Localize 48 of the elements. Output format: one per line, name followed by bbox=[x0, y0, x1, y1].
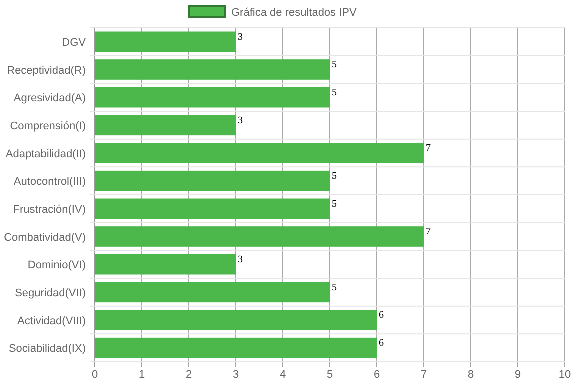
data-label: 3 bbox=[238, 32, 243, 43]
data-label: 6 bbox=[379, 310, 384, 322]
x-tick-label: 5 bbox=[326, 369, 334, 381]
x-tick-label: 8 bbox=[468, 369, 474, 381]
bar bbox=[95, 198, 330, 220]
bar bbox=[95, 115, 236, 136]
y-tick-label: Autocontrol(III) bbox=[14, 176, 86, 188]
y-tick-label: Comprensión(I) bbox=[10, 120, 86, 132]
bar bbox=[95, 282, 330, 303]
data-label: 5 bbox=[332, 198, 337, 210]
x-tick-label: 7 bbox=[420, 369, 428, 381]
y-tick-label: Sociabilidad(IX) bbox=[8, 343, 86, 356]
bar bbox=[95, 143, 424, 164]
x-tick-label: 0 bbox=[92, 369, 98, 381]
bar bbox=[95, 87, 330, 108]
y-tick-label: Dominio(VI) bbox=[28, 260, 86, 272]
y-tick-label: Frustración(IV) bbox=[13, 204, 86, 216]
bar bbox=[95, 254, 236, 275]
y-tick-label: DGV bbox=[62, 36, 87, 49]
data-label: 3 bbox=[238, 254, 243, 266]
data-label: 5 bbox=[332, 60, 337, 71]
y-tick-label: Receptividad(R) bbox=[7, 64, 86, 77]
x-tick-label: 6 bbox=[374, 369, 380, 381]
data-label: 7 bbox=[426, 143, 431, 154]
data-label: 5 bbox=[332, 87, 337, 98]
data-label: 3 bbox=[238, 115, 243, 126]
data-label: 7 bbox=[426, 226, 431, 238]
x-tick-label: 9 bbox=[514, 369, 522, 381]
x-tick-label: 1 bbox=[138, 369, 146, 381]
data-label: 6 bbox=[379, 338, 384, 349]
y-tick-label: Actividad(VIII) bbox=[18, 315, 86, 328]
x-tick-label: 3 bbox=[232, 369, 240, 381]
bar bbox=[95, 60, 330, 80]
y-tick-label: Agresividad(A) bbox=[14, 92, 86, 105]
bar bbox=[95, 32, 236, 52]
bar bbox=[95, 310, 377, 330]
x-tick-label: 2 bbox=[186, 369, 192, 381]
y-tick-label: Adaptabilidad(II) bbox=[6, 148, 86, 160]
data-label: 5 bbox=[332, 282, 337, 294]
y-tick-label: Seguridad(VII) bbox=[15, 287, 86, 300]
data-label: 5 bbox=[332, 170, 337, 182]
bar bbox=[95, 226, 424, 247]
x-tick-label: 4 bbox=[280, 369, 286, 381]
legend-label: Gráfica de resultados IPV bbox=[232, 7, 358, 19]
y-tick-label: Combatividad(V) bbox=[4, 232, 86, 244]
x-tick-label: 10 bbox=[558, 369, 572, 381]
bar bbox=[95, 170, 330, 192]
bar bbox=[95, 338, 377, 358]
